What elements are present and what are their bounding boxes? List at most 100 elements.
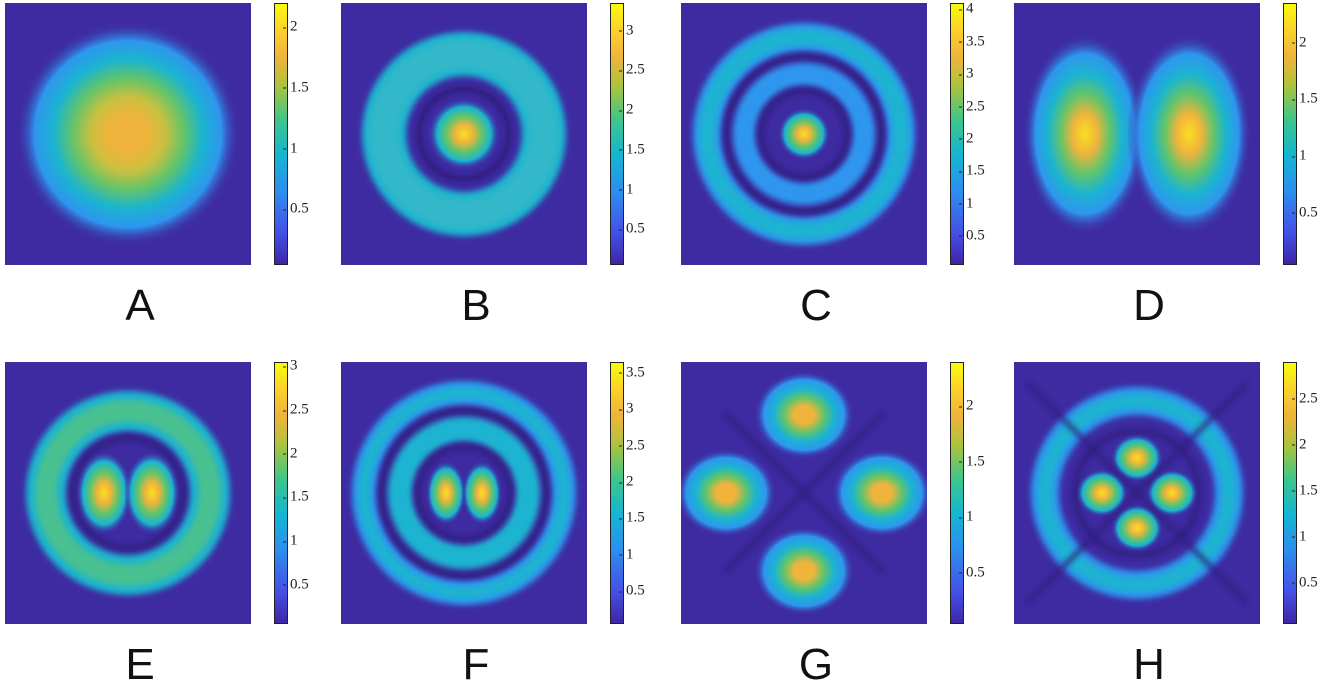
tick-text: 2 — [290, 18, 298, 35]
tick-text: 2.5 — [290, 401, 309, 418]
tick-text: 1 — [1299, 528, 1307, 545]
colorbar-tick-label: 3.5 — [959, 33, 985, 50]
tick-text: 1 — [1299, 147, 1307, 164]
tick-text: 2.5 — [966, 98, 985, 114]
tick-text: 2 — [966, 397, 974, 414]
lobe — [1146, 469, 1198, 517]
panel-label: G — [798, 640, 834, 689]
colorbar-tick-label: 3 — [283, 358, 298, 375]
center-spot — [778, 108, 830, 160]
middle-ring — [733, 63, 875, 205]
left-lobe — [1023, 34, 1147, 234]
tick-text: 1.5 — [290, 79, 309, 96]
right-lobe — [124, 451, 180, 535]
tick-text: 1 — [626, 181, 634, 198]
tick-text: 2 — [966, 130, 974, 147]
tick-text: 2 — [1299, 436, 1307, 453]
dark-ring — [416, 86, 512, 182]
colorbar-tick-label: 2 — [619, 101, 634, 119]
colorbar-tick-label: 1 — [959, 195, 974, 212]
panel-label: F — [462, 640, 490, 689]
tick-text: 2 — [1299, 34, 1307, 51]
colorbar — [274, 362, 288, 624]
panel-d: 0.5 1 1.5 2 D — [1014, 3, 1320, 333]
colorbar-tick-label: 1 — [283, 532, 298, 550]
colorbar-tick-label: 1.5 — [283, 79, 309, 96]
colorbar-tick-label: 2.5 — [619, 437, 645, 454]
tick-text: 1.5 — [626, 509, 645, 526]
colorbar-tick-label: 1.5 — [1292, 90, 1318, 108]
colorbar-tick-label: 1 — [1292, 528, 1307, 545]
colorbar-tick-label: 0.5 — [1292, 574, 1318, 591]
colorbar-tick-label: 2 — [959, 130, 974, 147]
tick-text: 2 — [626, 473, 634, 490]
colorbar-tick-label: 2 — [619, 473, 634, 491]
dark-ring — [724, 54, 884, 214]
colorbar-tick-label: 2 — [283, 18, 298, 36]
colorbar — [274, 3, 288, 265]
colorbar — [1283, 362, 1297, 624]
colorbar-tick-label: 3 — [959, 65, 974, 83]
colorbar-tick-label: 2 — [283, 445, 298, 462]
colorbar-tick-label: 1 — [1292, 147, 1307, 165]
beam-spot — [16, 22, 240, 246]
colorbar — [610, 362, 624, 624]
intensity-image — [681, 3, 927, 265]
tick-text: 2.5 — [626, 61, 645, 78]
panel-label: H — [1133, 640, 1165, 689]
colorbar-tick-label: 2 — [959, 397, 974, 415]
right-lobe — [1127, 34, 1251, 234]
colorbar-tick-label: 0.5 — [959, 227, 985, 244]
right-lobe — [462, 461, 502, 525]
colorbar-tick-label: 2.5 — [619, 61, 645, 79]
lobe — [1111, 504, 1163, 552]
tick-text: 3 — [626, 22, 634, 39]
tick-text: 0.5 — [966, 227, 985, 244]
colorbar — [1283, 3, 1297, 265]
colorbar-tick-label: 2 — [1292, 34, 1307, 51]
tick-text: 2.5 — [1299, 390, 1318, 407]
panel-e: 0.5 1 1.5 2 2.5 3 E — [5, 358, 325, 692]
lobe — [1076, 469, 1128, 517]
colorbar-tick-label: 0.5 — [619, 220, 645, 238]
tick-text: 1 — [290, 140, 298, 157]
tick-text: 0.5 — [626, 220, 645, 237]
outer-ring-core — [369, 39, 559, 229]
tick-text: 2 — [626, 101, 634, 118]
tick-text: 1 — [966, 195, 974, 212]
tick-text: 0.5 — [1299, 574, 1318, 591]
colorbar-tick-label: 0.5 — [283, 576, 309, 593]
tick-text: 3 — [966, 65, 974, 82]
tick-text: 1.5 — [966, 453, 985, 470]
intensity-image — [5, 3, 251, 265]
panel-b: 0.5 1 1.5 2 2.5 3 B — [341, 3, 661, 333]
tick-text: 0.5 — [290, 200, 309, 217]
tick-text: 1 — [626, 546, 634, 563]
tick-text: 2.5 — [626, 437, 645, 454]
tick-text: 2 — [290, 445, 298, 462]
tick-text: 1.5 — [1299, 90, 1318, 107]
outer-ring-core — [1038, 394, 1236, 592]
panel-h: 0.5 1 1.5 2 2.5 H — [1014, 362, 1320, 692]
colorbar-tick-label: 1 — [959, 509, 974, 526]
colorbar — [610, 3, 624, 265]
colorbar-tick-label: 2 — [1292, 436, 1307, 453]
panel-label: B — [461, 281, 491, 330]
colorbar-tick-label: 1 — [619, 181, 634, 198]
dark-node-line — [1025, 381, 1249, 605]
panel-a: 0.5 1 1.5 2 A — [5, 3, 325, 333]
tick-text: 1.5 — [966, 162, 985, 179]
dark-node-line — [722, 411, 886, 575]
tick-text: 3 — [626, 400, 634, 417]
tick-text: 1 — [290, 532, 298, 549]
colorbar-tick-label: 0.5 — [1292, 204, 1318, 221]
dark-ring — [758, 88, 850, 180]
tick-text: 1.5 — [290, 488, 309, 505]
panel-label: A — [125, 281, 155, 330]
tick-text: 0.5 — [290, 576, 309, 593]
colorbar-tick-label: 2.5 — [959, 98, 985, 115]
colorbar-tick-label: 1.5 — [959, 162, 985, 180]
tick-text: 0.5 — [966, 564, 985, 581]
panel-c: 0.5 1 1.5 2 2.5 3 3.5 4 C — [681, 1, 1001, 333]
colorbar-tick-label: 1.5 — [283, 488, 309, 506]
